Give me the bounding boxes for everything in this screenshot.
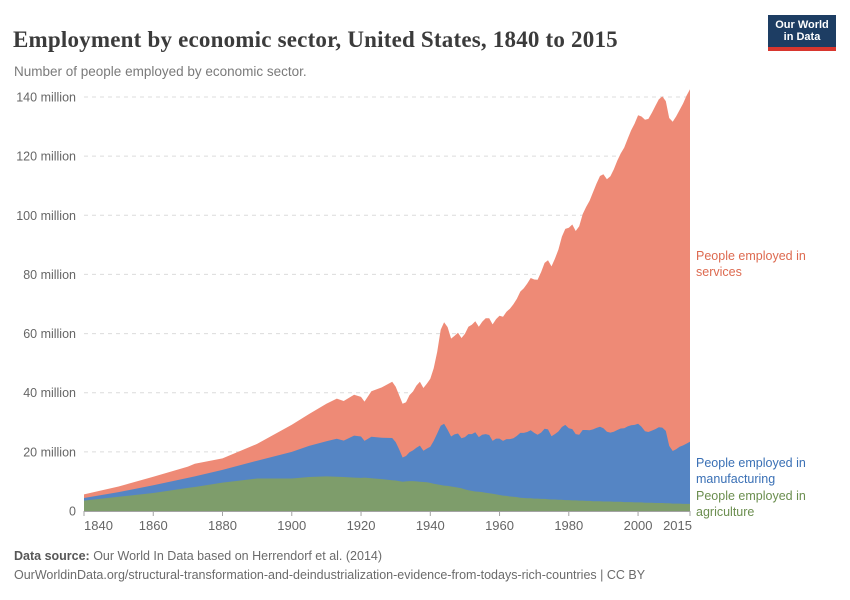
y-tick-label: 20 million [23,445,76,459]
page-title: Employment by economic sector, United St… [13,27,618,53]
x-tick-label: 1980 [554,518,583,533]
area-agriculture [84,476,690,511]
x-tick-label: 2015 [663,518,692,533]
series-label-services: People employed in services [696,249,806,279]
y-tick-label: 40 million [23,386,76,400]
y-tick-label: 120 million [16,150,76,164]
y-tick-label: 0 [69,505,76,519]
owid-logo-red-bar [768,47,836,51]
x-tick-label: 2000 [624,518,653,533]
owid-logo[interactable]: Our World in Data [768,15,836,51]
data-source-label: Data source: [14,549,90,563]
data-source-text: Our World In Data based on Herrendorf et… [89,549,383,563]
chart-subtitle: Number of people employed by economic se… [14,63,307,79]
license-line: OurWorldinData.org/structural-transforma… [14,568,646,582]
x-tick-label: 1920 [347,518,376,533]
owid-logo-text: Our World in Data [775,18,829,44]
series-label-agriculture: People employed in agriculture [696,489,806,519]
y-tick-label: 80 million [23,268,76,282]
x-tick-label: 1900 [277,518,306,533]
y-tick-label: 100 million [16,209,76,223]
data-source-line: Data source: Our World In Data based on … [14,549,382,563]
x-tick-label: 1840 [84,518,113,533]
area-services [84,89,690,512]
y-tick-label: 60 million [23,327,76,341]
x-tick-label: 1940 [416,518,445,533]
x-tick-label: 1880 [208,518,237,533]
series-label-manufacturing: People employed in manufacturing [696,456,806,486]
x-tick-label: 1960 [485,518,514,533]
x-tick-label: 1860 [139,518,168,533]
y-tick-label: 140 million [16,91,76,105]
